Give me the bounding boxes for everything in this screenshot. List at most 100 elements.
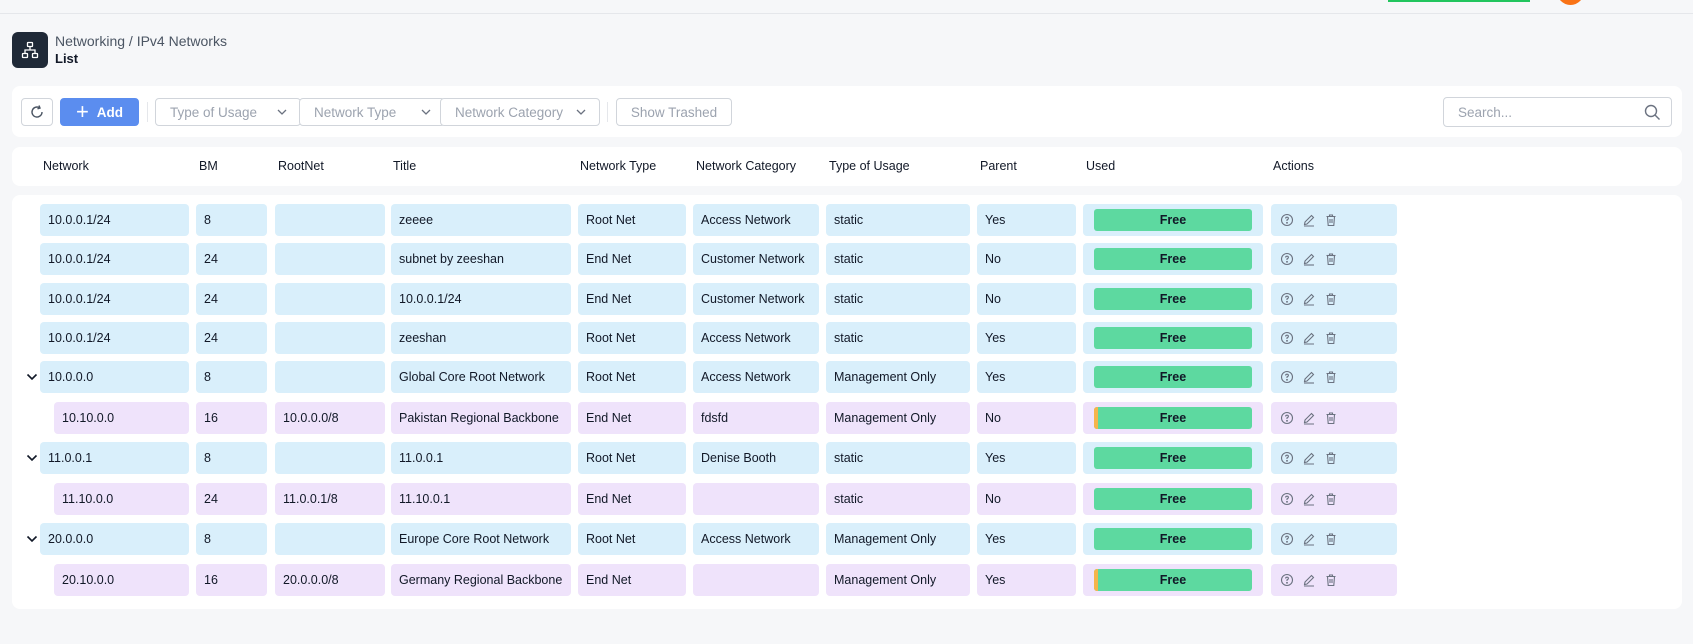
column-header-rootnet[interactable]: RootNet [278, 159, 324, 173]
cell-network: 20.10.0.0 [54, 564, 189, 596]
cell-actions [1271, 361, 1397, 393]
table-row[interactable]: 20.10.0.0 16 20.0.0.0/8 Germany Regional Ba… [12, 564, 1682, 596]
table-row[interactable]: 10.0.0.1/24 24 zeeshan Root Net Access Netwo… [12, 322, 1682, 354]
cell-network: 10.10.0.0 [54, 402, 189, 434]
cell-network: 11.0.0.1 [40, 442, 189, 474]
cell-network: 10.0.0.1/24 [40, 204, 189, 236]
column-header-type-of-usage[interactable]: Type of Usage [829, 159, 910, 173]
column-header-used[interactable]: Used [1086, 159, 1116, 173]
network-category-filter[interactable]: Network Category [440, 98, 600, 126]
trash-icon[interactable] [1323, 330, 1339, 346]
cell-bm: 8 [196, 523, 267, 555]
trash-icon[interactable] [1323, 531, 1339, 547]
table-row[interactable]: 10.0.0.0 8 Global Core Root Network Root Ne… [12, 361, 1682, 393]
trash-icon[interactable] [1323, 212, 1339, 228]
info-icon[interactable] [1279, 450, 1295, 466]
usage-bar: Free [1094, 407, 1252, 429]
info-icon[interactable] [1279, 531, 1295, 547]
info-icon[interactable] [1279, 491, 1295, 507]
column-header-bm[interactable]: BM [199, 159, 218, 173]
show-trashed-button[interactable]: Show Trashed [616, 98, 732, 126]
edit-icon[interactable] [1301, 572, 1317, 588]
search-icon[interactable] [1644, 104, 1661, 121]
edit-icon[interactable] [1301, 212, 1317, 228]
trash-icon[interactable] [1323, 251, 1339, 267]
table-row[interactable]: 10.10.0.0 16 10.0.0.0/8 Pakistan Regional B… [12, 402, 1682, 434]
chevron-down-icon [421, 109, 431, 115]
info-icon[interactable] [1279, 212, 1295, 228]
chevron-down-icon [576, 109, 586, 115]
edit-icon[interactable] [1301, 251, 1317, 267]
edit-icon[interactable] [1301, 531, 1317, 547]
cell-parent: No [977, 243, 1076, 275]
table-row[interactable]: 10.0.0.1/24 24 10.0.0.1/24 End Net Customer … [12, 283, 1682, 315]
breadcrumb[interactable]: Networking / IPv4 Networks [55, 33, 227, 49]
usage-bar: Free [1094, 248, 1252, 270]
edit-icon[interactable] [1301, 330, 1317, 346]
column-header-network-type[interactable]: Network Type [580, 159, 657, 173]
trash-icon[interactable] [1323, 491, 1339, 507]
edit-icon[interactable] [1301, 410, 1317, 426]
column-header-actions: Actions [1273, 159, 1314, 173]
search-box [1443, 97, 1672, 127]
trash-icon[interactable] [1323, 410, 1339, 426]
cell-type-of-usage: static [826, 322, 970, 354]
cell-bm: 24 [196, 322, 267, 354]
cell-title: 11.0.0.1 [391, 442, 571, 474]
cell-type-of-usage: static [826, 442, 970, 474]
cell-network: 20.0.0.0 [40, 523, 189, 555]
info-icon[interactable] [1279, 572, 1295, 588]
edit-icon[interactable] [1301, 291, 1317, 307]
info-icon[interactable] [1279, 369, 1295, 385]
cell-used: Free [1083, 483, 1263, 515]
cell-rootnet [275, 322, 385, 354]
cell-type-of-usage: Management Only [826, 564, 970, 596]
cell-bm: 8 [196, 442, 267, 474]
edit-icon[interactable] [1301, 491, 1317, 507]
trash-icon[interactable] [1323, 450, 1339, 466]
trash-icon[interactable] [1323, 572, 1339, 588]
info-icon[interactable] [1279, 251, 1295, 267]
cell-network: 10.0.0.1/24 [40, 322, 189, 354]
trash-icon[interactable] [1323, 369, 1339, 385]
column-header-network-category[interactable]: Network Category [696, 159, 797, 173]
usage-bar: Free [1094, 528, 1252, 550]
cell-type-of-usage: Management Only [826, 361, 970, 393]
cell-parent: No [977, 402, 1076, 434]
info-icon[interactable] [1279, 410, 1295, 426]
info-icon[interactable] [1279, 291, 1295, 307]
table-row[interactable]: 11.10.0.0 24 11.0.0.1/8 11.10.0.1 End Net sta… [12, 483, 1682, 515]
cell-bm: 8 [196, 204, 267, 236]
avatar[interactable] [1557, 0, 1584, 5]
cell-title: Germany Regional Backbone [391, 564, 571, 596]
cell-network-category: fdsfd [693, 402, 819, 434]
cell-bm: 24 [196, 243, 267, 275]
info-icon[interactable] [1279, 330, 1295, 346]
cell-network-category: Denise Booth [693, 442, 819, 474]
column-header-network[interactable]: Network [43, 159, 89, 173]
refresh-button[interactable] [21, 98, 53, 126]
table-row[interactable]: 10.0.0.1/24 8 zeeee Root Net Access Network s… [12, 204, 1682, 236]
type-of-usage-filter[interactable]: Type of Usage [155, 98, 301, 126]
add-button[interactable]: + Add [60, 98, 139, 126]
edit-icon[interactable] [1301, 450, 1317, 466]
expand-chevron-icon[interactable] [23, 530, 41, 548]
trash-icon[interactable] [1323, 291, 1339, 307]
cell-actions [1271, 283, 1397, 315]
search-input[interactable] [1458, 104, 1638, 120]
network-type-filter[interactable]: Network Type [299, 98, 445, 126]
cell-network-type: Root Net [578, 361, 686, 393]
cell-network-category: Customer Network [693, 243, 819, 275]
column-header-title[interactable]: Title [393, 159, 417, 173]
table-row[interactable]: 10.0.0.1/24 24 subnet by zeeshan End Net Cus… [12, 243, 1682, 275]
expand-chevron-icon[interactable] [23, 449, 41, 467]
cell-rootnet [275, 442, 385, 474]
cell-network: 10.0.0.1/24 [40, 243, 189, 275]
cell-network-category [693, 483, 819, 515]
expand-chevron-icon[interactable] [23, 368, 41, 386]
table-row[interactable]: 11.0.0.1 8 11.0.0.1 Root Net Denise Booth sta… [12, 442, 1682, 474]
column-header-parent[interactable]: Parent [980, 159, 1017, 173]
table-row[interactable]: 20.0.0.0 8 Europe Core Root Network Root Ne… [12, 523, 1682, 555]
cell-network-category: Access Network [693, 322, 819, 354]
edit-icon[interactable] [1301, 369, 1317, 385]
